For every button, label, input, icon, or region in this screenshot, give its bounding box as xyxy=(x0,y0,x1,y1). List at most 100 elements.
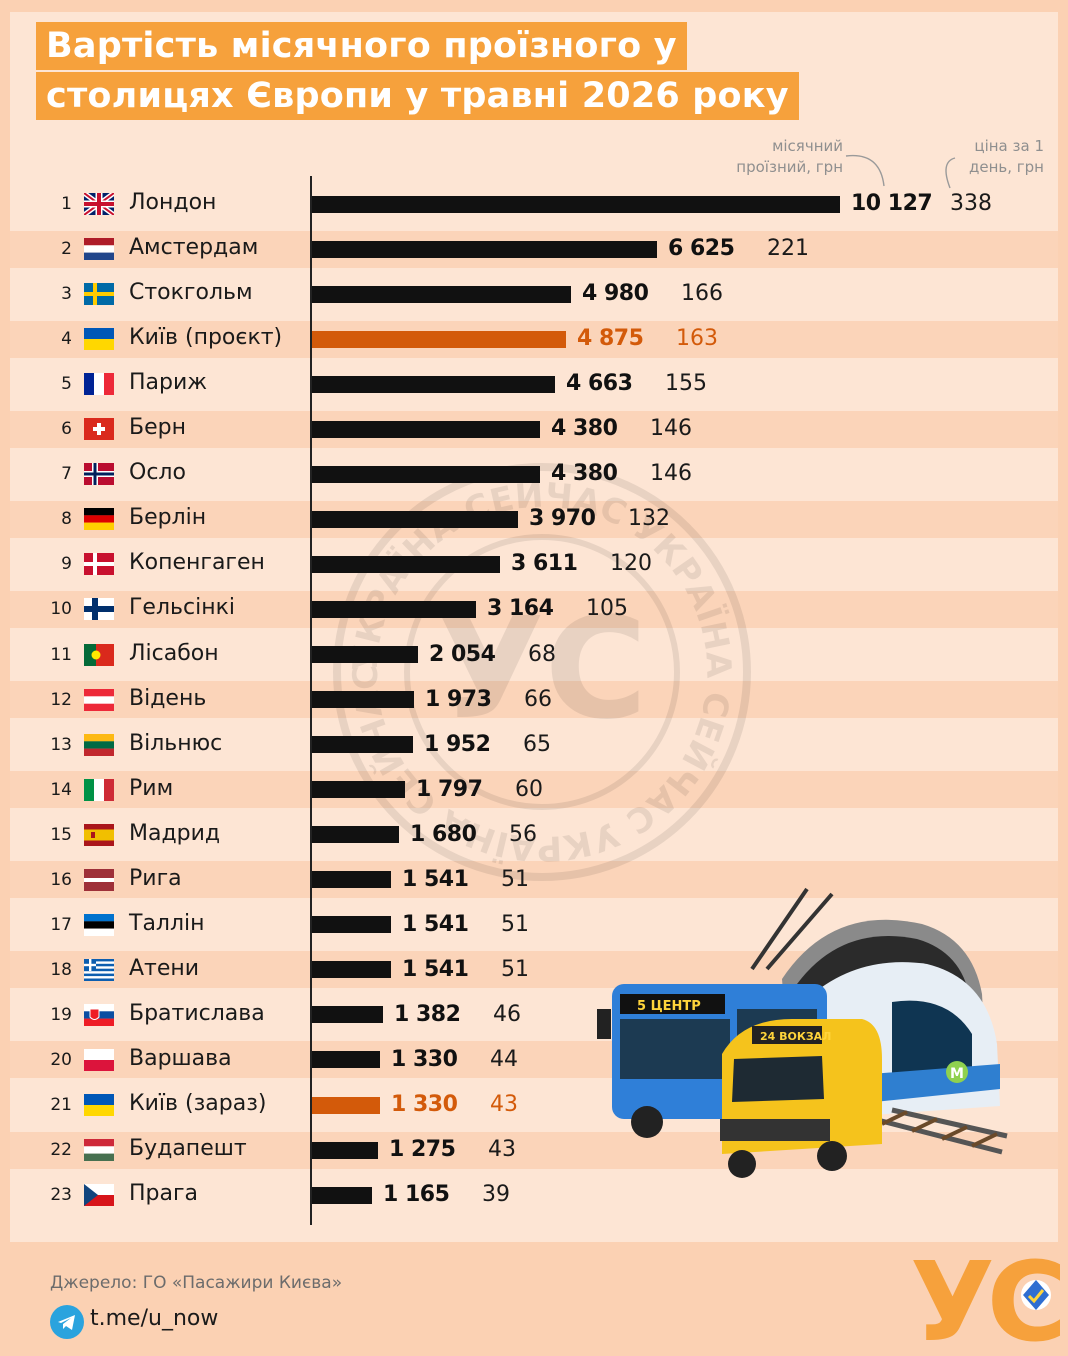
daily-value-label: 60 xyxy=(515,776,543,802)
city-label: Варшава xyxy=(129,1045,232,1071)
daily-header-line2: день, грн xyxy=(969,158,1044,176)
city-label: Київ (проєкт) xyxy=(129,325,283,351)
pl-flag-icon xyxy=(84,1048,114,1071)
fi-flag-icon xyxy=(84,598,114,621)
rank-label: 22 xyxy=(50,1140,72,1161)
city-label: Рим xyxy=(129,775,174,801)
city-label: Будапешт xyxy=(129,1136,247,1162)
daily-header-line1: ціна за 1 xyxy=(974,137,1044,155)
city-label: Берн xyxy=(129,415,186,441)
bar xyxy=(311,1051,380,1069)
monthly-value-label: 4 380 xyxy=(551,461,618,487)
bar xyxy=(311,916,391,934)
rank-label: 8 xyxy=(61,509,72,530)
rank-label: 5 xyxy=(61,374,72,395)
daily-value-label: 56 xyxy=(509,821,537,847)
ua-flag-icon xyxy=(84,1094,114,1116)
transport-illustration: М 5 ЦЕНТР 24 ВОКЗАЛ xyxy=(597,887,1008,1178)
monthly-value-label: 1 541 xyxy=(402,866,469,892)
lt-flag-icon xyxy=(84,733,114,756)
daily-value-label: 51 xyxy=(501,866,529,892)
fr-flag-icon xyxy=(84,373,114,396)
rank-label: 11 xyxy=(50,644,72,665)
es-flag-icon xyxy=(84,823,114,846)
nl-flag-icon xyxy=(84,238,114,261)
bar xyxy=(311,375,555,393)
metro-logo: М xyxy=(950,1066,964,1082)
rank-label: 14 xyxy=(50,779,72,800)
monthly-value-label: 1 952 xyxy=(424,731,491,757)
monthly-value-label: 1 382 xyxy=(394,1001,461,1027)
daily-value-label: 51 xyxy=(501,956,529,982)
daily-value-label: 155 xyxy=(665,371,707,397)
city-label: Прага xyxy=(129,1181,199,1207)
title-line-1: Вартість місячного проїзного у xyxy=(36,22,687,70)
monthly-value-label: 4 980 xyxy=(582,281,649,307)
bar xyxy=(311,871,391,889)
row-stripe xyxy=(10,771,1058,809)
city-label: Париж xyxy=(129,370,208,396)
rank-label: 17 xyxy=(50,914,72,935)
rank-label: 2 xyxy=(61,239,72,260)
telegram-icon[interactable] xyxy=(50,1305,84,1339)
rank-label: 6 xyxy=(61,419,72,440)
bar xyxy=(311,240,657,258)
monthly-header: місячний проїзний, грн xyxy=(700,136,843,178)
ee-flag-icon xyxy=(84,913,114,936)
bar xyxy=(311,1186,372,1204)
monthly-value-label: 1 275 xyxy=(389,1137,456,1163)
daily-value-label: 163 xyxy=(676,326,718,352)
lv-flag-icon xyxy=(84,868,114,891)
row-stripe xyxy=(10,500,1058,538)
bar xyxy=(311,555,500,573)
brand-logo: УС xyxy=(910,1240,1060,1350)
monthly-value-label: 1 541 xyxy=(402,956,469,982)
daily-value-label: 46 xyxy=(493,1001,521,1027)
gb-flag-icon xyxy=(84,193,114,215)
daily-value-label: 166 xyxy=(681,281,723,307)
monthly-value-label: 4 380 xyxy=(551,416,618,442)
bar xyxy=(311,330,566,348)
monthly-value-label: 3 611 xyxy=(511,551,578,577)
rank-label: 16 xyxy=(50,869,72,890)
bar xyxy=(311,510,518,528)
monthly-value-label: 1 973 xyxy=(425,686,492,712)
monthly-value-label: 1 680 xyxy=(410,821,477,847)
rank-label: 18 xyxy=(50,959,72,980)
source-note: Джерело: ГО «Пасажири Києва» xyxy=(50,1273,343,1293)
ua-flag-icon xyxy=(84,328,114,351)
monthly-value-label: 1 330 xyxy=(391,1092,458,1117)
daily-value-label: 338 xyxy=(950,191,992,216)
telegram-link[interactable]: t.me/u_now xyxy=(90,1306,219,1331)
city-label: Гельсінкі xyxy=(129,595,235,621)
city-label: Лісабон xyxy=(129,640,219,666)
city-label: Амстердам xyxy=(129,235,259,261)
row-stripe xyxy=(10,861,1058,899)
daily-value-label: 132 xyxy=(628,506,670,532)
monthly-value-label: 1 797 xyxy=(416,776,483,802)
at-flag-icon xyxy=(84,688,114,711)
trolleybus-sign: 5 ЦЕНТР xyxy=(637,999,701,1014)
row-stripe xyxy=(10,1131,1058,1169)
city-label: Вільнюс xyxy=(129,730,223,756)
city-label: Стокгольм xyxy=(129,280,253,306)
row-stripe xyxy=(10,590,1058,628)
daily-value-label: 51 xyxy=(501,911,529,937)
daily-value-label: 68 xyxy=(528,641,556,667)
daily-value-label: 66 xyxy=(524,686,552,712)
bar xyxy=(311,600,476,618)
row-stripe xyxy=(10,681,1058,719)
rank-label: 15 xyxy=(50,824,72,845)
city-label: Берлін xyxy=(129,505,207,531)
rank-label: 9 xyxy=(61,554,72,575)
monthly-value-label: 10 127 xyxy=(851,191,933,216)
monthly-header-line2: проїзний, грн xyxy=(736,158,843,176)
daily-value-label: 65 xyxy=(523,731,551,757)
city-label: Лондон xyxy=(129,190,217,215)
rank-label: 10 xyxy=(50,599,72,620)
rank-label: 20 xyxy=(50,1049,72,1070)
daily-value-label: 120 xyxy=(610,551,652,577)
daily-value-label: 43 xyxy=(488,1137,516,1163)
hu-flag-icon xyxy=(84,1139,114,1162)
